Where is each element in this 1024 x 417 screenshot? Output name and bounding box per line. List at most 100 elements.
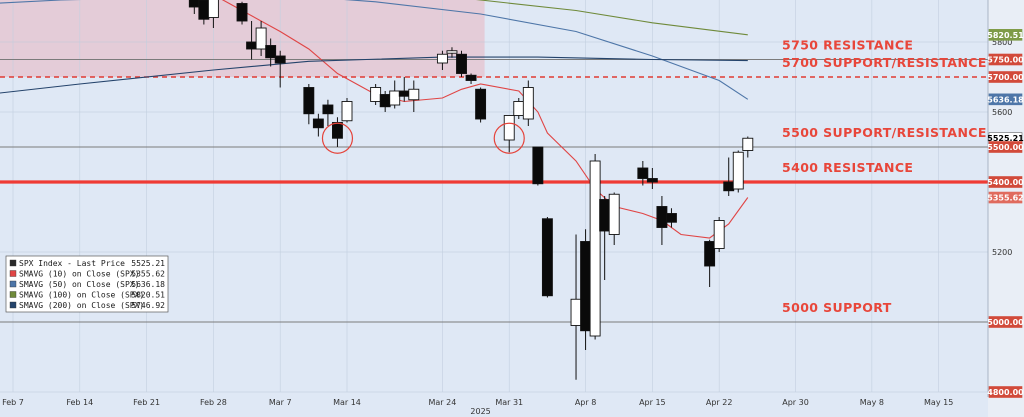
- x-tick-label: Feb 28: [200, 398, 227, 407]
- legend-label: SMAVG (200) on Close (SPX): [19, 301, 144, 310]
- x-tick-label: May 8: [860, 398, 884, 407]
- candle-body: [207, 0, 219, 18]
- price-badge-label: 5750.00: [987, 56, 1024, 65]
- candle-body: [322, 104, 334, 115]
- candle: [532, 146, 544, 186]
- price-badge-label: 5400.00: [987, 178, 1024, 187]
- level-label: 5500 SUPPORT/RESISTANCE: [782, 125, 987, 140]
- circle-annotations-layer: [321, 122, 525, 154]
- legend-value: 5820.51: [131, 291, 165, 300]
- y-tick-label: 5200: [992, 248, 1012, 257]
- price-badge: 5636.18: [987, 93, 1024, 106]
- candle-body: [379, 94, 391, 108]
- legend-swatch: [9, 301, 17, 309]
- price-badge: 5355.62: [987, 191, 1024, 204]
- candle-body: [513, 101, 525, 116]
- price-badge-box: [988, 316, 1023, 328]
- candle-body: [341, 101, 353, 122]
- legend-swatch: [9, 270, 17, 277]
- x-tick-label: Mar 7: [269, 398, 292, 407]
- candles-layer: [188, 0, 754, 380]
- price-badge-box: [988, 29, 1023, 41]
- candle: [255, 21, 267, 56]
- price-badge: 5820.51: [987, 29, 1024, 41]
- legend-swatch: [9, 280, 17, 288]
- circle-annotation: [493, 122, 525, 154]
- candle: [207, 0, 219, 28]
- price-badge: 5700.00: [987, 71, 1024, 83]
- x-tick-label: Feb 21: [133, 398, 160, 407]
- candle-body: [656, 206, 668, 228]
- candle: [332, 117, 343, 147]
- candle-body: [389, 90, 401, 106]
- candle: [608, 192, 620, 245]
- legend-swatch: [9, 291, 17, 298]
- legend-label: SMAVG (100) on Close (SPX): [19, 291, 144, 300]
- candle: [646, 168, 658, 189]
- candle: [475, 87, 487, 123]
- level-lines-layer: [0, 59, 988, 323]
- x-tick-label: Apr 15: [639, 398, 666, 407]
- legend-value: 5636.18: [131, 280, 165, 289]
- price-badge-box: [988, 53, 1023, 66]
- candle-body: [522, 87, 534, 120]
- candle: [666, 208, 677, 228]
- level-annotations-layer: 5750 RESISTANCE 5700 SUPPORT/RESISTANCE 55…: [782, 38, 987, 316]
- candle-body: [541, 218, 553, 297]
- moving-average-line: [0, 56, 748, 94]
- candle: [446, 47, 458, 58]
- year-label: 2025: [470, 407, 490, 416]
- candle: [303, 84, 315, 125]
- candle: [713, 217, 725, 252]
- candle-body: [370, 87, 382, 102]
- price-badge-box: [988, 71, 1023, 83]
- legend-value: 5746.92: [131, 301, 165, 310]
- price-badge-box: [988, 176, 1023, 188]
- moving-average-line: [475, 0, 748, 36]
- candle-body: [332, 122, 343, 139]
- x-tick-label: Mar 31: [495, 398, 523, 407]
- legend-swatch: [9, 259, 17, 267]
- candle-body: [666, 213, 677, 223]
- price-badge-label: 5820.51: [987, 31, 1024, 40]
- candle-body: [265, 45, 277, 59]
- candle-body: [580, 241, 592, 332]
- candle-body: [742, 137, 754, 151]
- candle-body: [723, 181, 735, 192]
- price-badge-label: 4800.00: [987, 388, 1024, 397]
- candle: [341, 98, 353, 123]
- price-badge-label: 5525.21: [987, 134, 1024, 143]
- legend-label: SPX Index - Last Price: [19, 259, 125, 268]
- level-label: 5000 SUPPORT: [782, 300, 892, 315]
- y-tick-label: 5600: [992, 108, 1012, 117]
- price-badge-label: 5355.62: [987, 194, 1023, 203]
- legend-label: SMAVG (50) on Close (SPX): [19, 280, 139, 289]
- candle-body: [608, 193, 620, 235]
- candle-body: [312, 118, 324, 129]
- candle: [188, 0, 200, 14]
- candle: [637, 161, 649, 186]
- candle-body: [532, 146, 544, 185]
- candle-body: [465, 74, 477, 81]
- candle: [503, 115, 515, 153]
- moving-average-line: [0, 0, 749, 100]
- price-badge-box: [988, 141, 1023, 153]
- candle: [236, 1, 248, 25]
- candle: [312, 113, 324, 137]
- candle: [465, 73, 477, 84]
- candle-body: [303, 87, 315, 115]
- candle-body: [198, 0, 210, 20]
- price-badge-label: 5500.00: [987, 143, 1024, 152]
- price-badge-label: 5636.18: [987, 95, 1024, 104]
- candle: [704, 239, 716, 287]
- circle-annotation: [321, 122, 354, 154]
- level-label: 5700 SUPPORT/RESISTANCE: [782, 55, 987, 70]
- candle-body: [704, 241, 716, 267]
- x-tick-label: Mar 24: [429, 398, 457, 407]
- candle: [513, 98, 525, 119]
- candle: [522, 80, 534, 126]
- candle: [389, 80, 401, 109]
- price-badge-box: [988, 93, 1023, 106]
- candle-body: [599, 199, 611, 232]
